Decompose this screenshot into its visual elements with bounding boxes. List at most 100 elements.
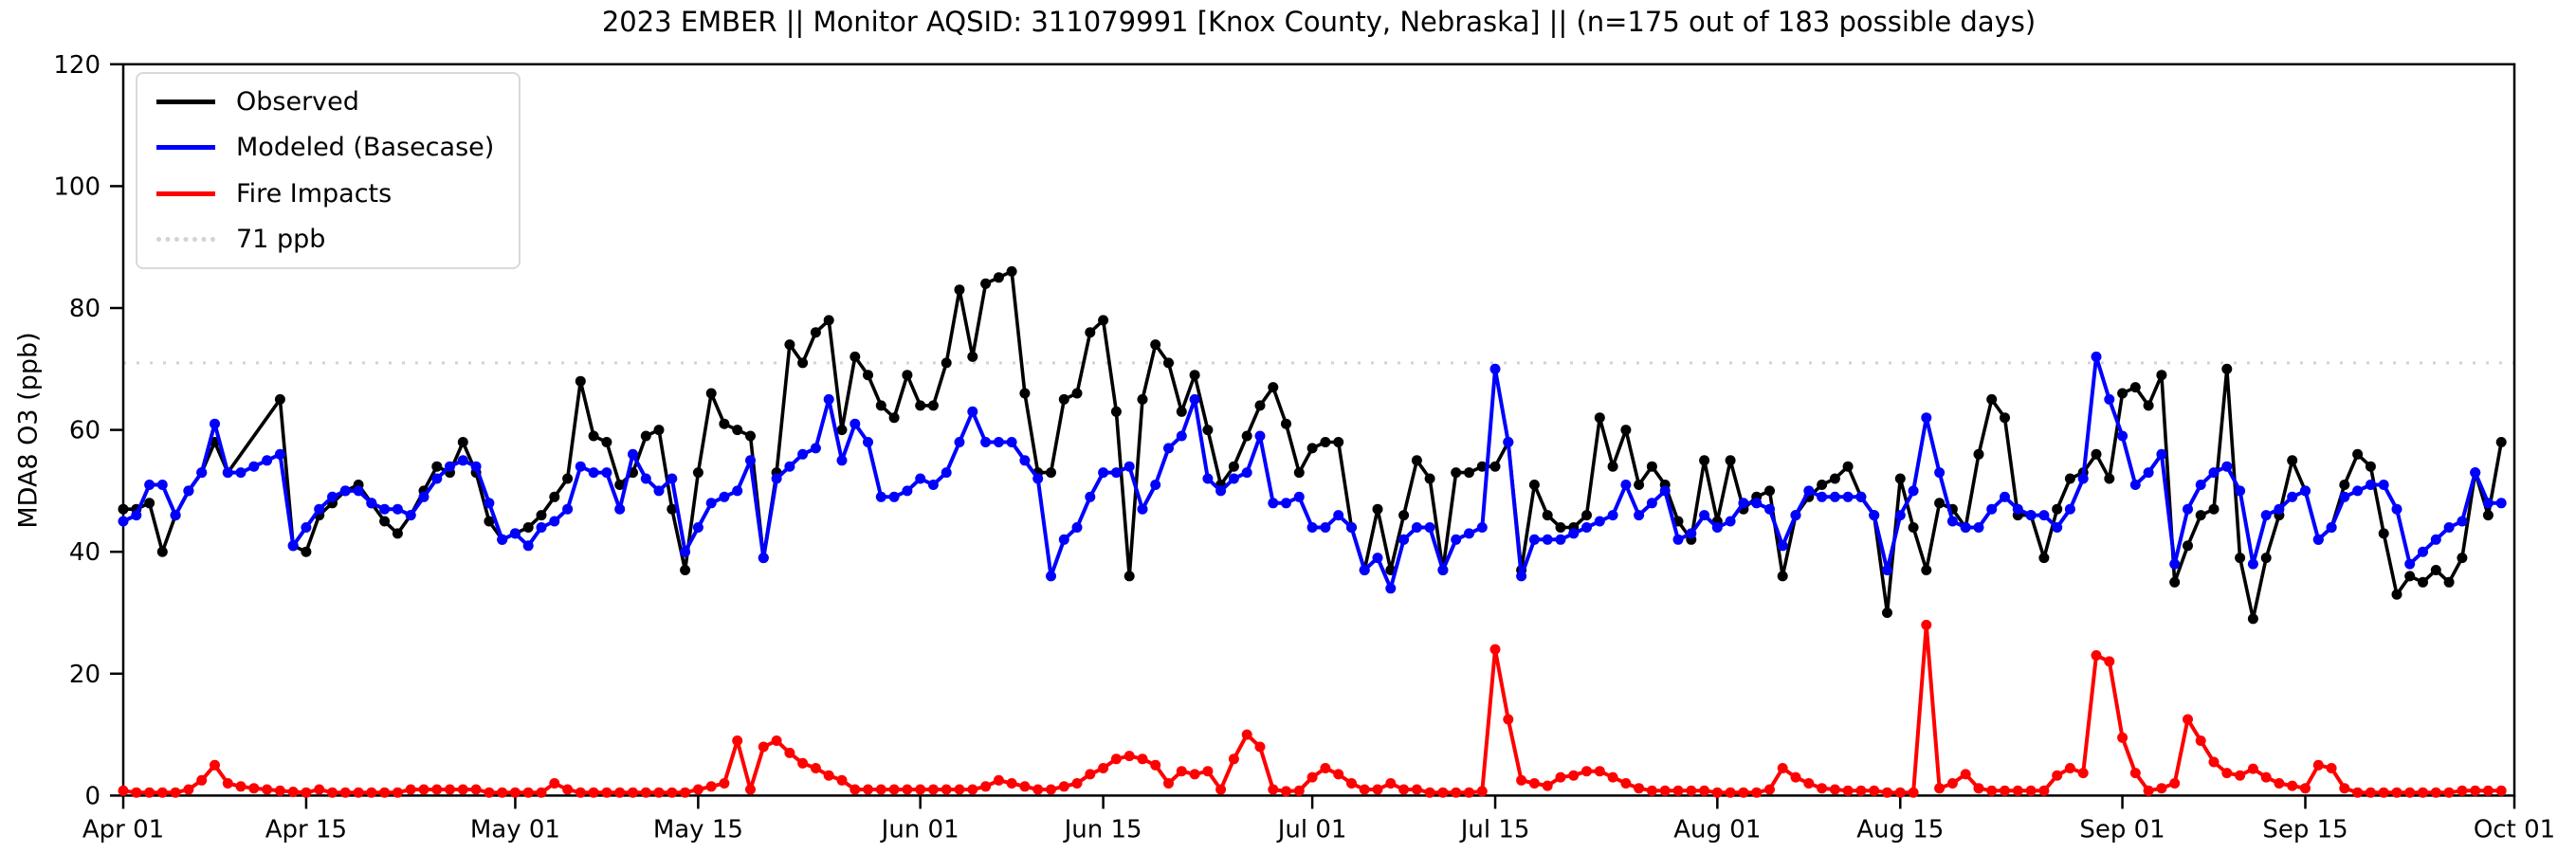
data-point — [680, 565, 691, 575]
data-point — [1019, 455, 1031, 466]
data-point — [771, 735, 782, 746]
data-point — [1711, 787, 1723, 798]
data-point — [863, 437, 873, 447]
data-point — [1725, 455, 1736, 466]
data-point — [1894, 473, 1906, 484]
data-point — [1607, 461, 1618, 472]
data-point — [2482, 785, 2494, 796]
data-point — [1306, 771, 1318, 783]
data-point — [470, 784, 482, 795]
legend: Observed Modeled (Basecase) Fire Impacts… — [136, 72, 521, 269]
data-point — [2156, 448, 2167, 460]
data-point — [888, 491, 900, 502]
data-point — [2117, 388, 2128, 399]
data-point — [745, 455, 756, 466]
data-point — [1711, 522, 1723, 533]
data-point — [509, 787, 521, 798]
data-point — [2000, 785, 2010, 796]
data-point — [118, 503, 129, 515]
data-point — [1777, 763, 1788, 773]
data-point — [2482, 498, 2494, 509]
data-point — [2312, 534, 2324, 545]
data-point — [1581, 522, 1592, 533]
data-point — [1934, 467, 1946, 479]
data-point — [2000, 491, 2010, 502]
data-point — [941, 784, 952, 795]
data-point — [1268, 784, 1279, 795]
data-point — [2365, 461, 2376, 472]
data-point — [1686, 528, 1697, 539]
data-point — [170, 510, 181, 521]
data-point — [353, 787, 364, 798]
data-point — [705, 781, 717, 792]
data-point — [144, 480, 155, 490]
data-point — [1241, 430, 1252, 442]
data-point — [1894, 510, 1906, 521]
data-point — [2495, 785, 2507, 796]
data-point — [2404, 571, 2416, 582]
data-point — [1215, 784, 1227, 795]
data-point — [1333, 510, 1344, 521]
data-point — [2443, 522, 2455, 533]
data-point — [1489, 461, 1501, 472]
data-point — [1372, 784, 1383, 795]
data-point — [1869, 785, 1880, 796]
data-point — [301, 787, 312, 798]
data-point — [2339, 480, 2350, 490]
data-point — [2365, 787, 2376, 798]
data-point — [1764, 503, 1775, 515]
data-point — [2077, 473, 2089, 484]
data-point — [418, 784, 429, 795]
data-point — [2183, 503, 2193, 515]
data-point — [1503, 714, 1514, 725]
data-point — [2495, 437, 2507, 447]
data-point — [1542, 534, 1553, 545]
data-point — [431, 461, 443, 472]
data-point — [1150, 759, 1161, 771]
data-point — [601, 787, 612, 798]
data-point — [888, 784, 900, 795]
data-point — [875, 491, 886, 502]
legend-label-modeled: Modeled (Basecase) — [236, 133, 495, 163]
data-point — [1790, 510, 1801, 521]
data-point — [1646, 461, 1657, 472]
fire-impacts-line-swatch — [156, 191, 215, 196]
data-point — [2391, 503, 2402, 515]
data-point — [2391, 787, 2402, 798]
data-point — [1934, 783, 1946, 794]
data-point — [758, 741, 769, 753]
data-point — [183, 784, 194, 795]
data-point — [1973, 448, 1984, 460]
data-point — [1476, 461, 1488, 472]
data-point — [2156, 783, 2167, 794]
data-point — [457, 784, 468, 795]
data-point — [1699, 510, 1710, 521]
data-point — [1398, 534, 1410, 545]
data-point — [1738, 787, 1749, 798]
data-point — [2091, 650, 2102, 661]
data-point — [732, 485, 743, 497]
data-point — [509, 528, 521, 539]
data-point — [2221, 768, 2233, 779]
y-tick-label: 60 — [69, 417, 100, 445]
data-point — [2247, 613, 2258, 625]
legend-item-modeled: Modeled (Basecase) — [156, 133, 494, 162]
data-point — [667, 787, 678, 798]
data-point — [549, 778, 560, 789]
data-point — [196, 467, 208, 479]
data-point — [2418, 546, 2428, 557]
data-point — [850, 351, 861, 362]
data-point — [1594, 516, 1605, 527]
data-point — [1437, 787, 1449, 798]
data-point — [1293, 785, 1305, 796]
data-point — [2247, 763, 2258, 774]
data-point — [470, 461, 482, 472]
data-point — [1110, 753, 1122, 765]
data-point — [2274, 503, 2285, 515]
data-point — [2052, 503, 2063, 515]
data-point — [1528, 480, 1540, 490]
data-point — [640, 787, 651, 798]
data-point — [810, 443, 821, 454]
data-point — [614, 480, 626, 490]
